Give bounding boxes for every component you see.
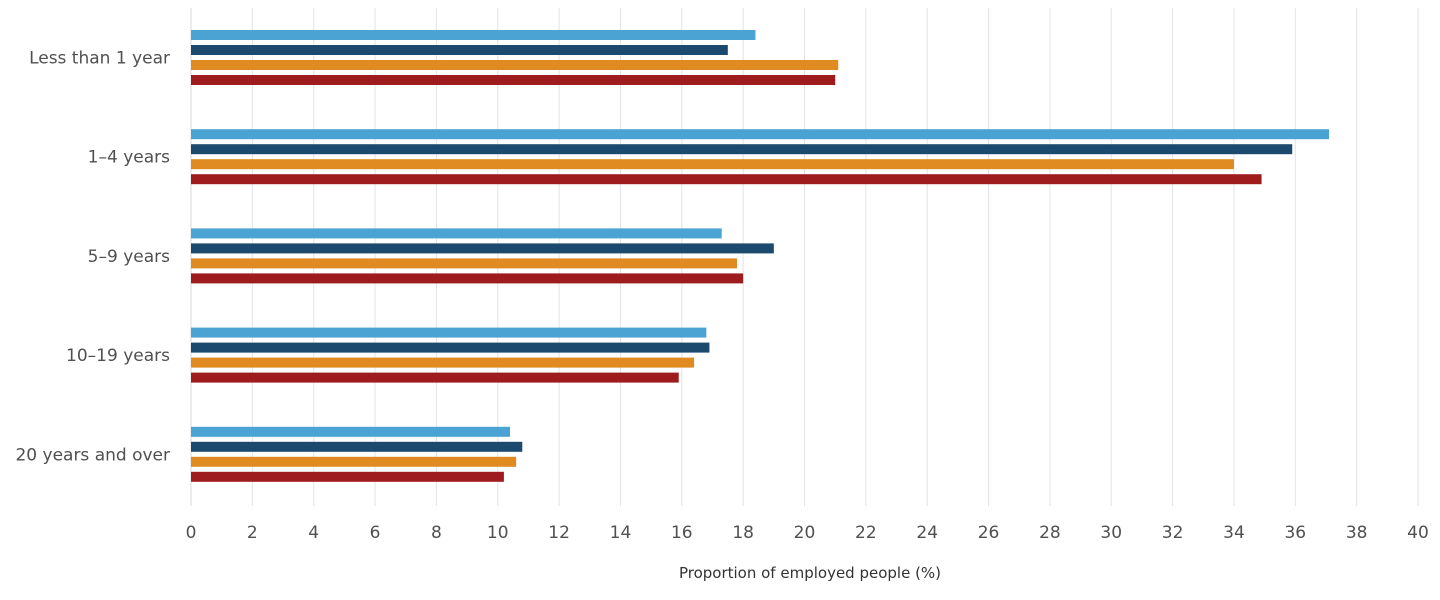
x-tick-label: 10 [487, 523, 509, 543]
grid-layer [190, 8, 1419, 506]
category-labels: Less than 1 year 1–4 years 5–9 years 10–19 … [15, 49, 170, 466]
bar [191, 372, 679, 383]
x-tick-label: 34 [1223, 523, 1245, 543]
bar [191, 228, 722, 239]
x-tick-label: 20 [794, 523, 816, 543]
bar [191, 273, 744, 284]
category-label: 20 years and over [15, 445, 170, 465]
bar [191, 327, 707, 338]
x-tick-label: 38 [1346, 523, 1368, 543]
bar [191, 342, 710, 353]
bar [191, 129, 1330, 140]
bar [191, 357, 695, 368]
bar [191, 258, 738, 269]
bars-layer [191, 30, 1330, 482]
x-tick-label: 2 [247, 523, 258, 543]
bar [191, 174, 1262, 185]
x-tick-label: 6 [370, 523, 381, 543]
bar [191, 144, 1293, 155]
bar [191, 456, 517, 467]
bar [191, 45, 728, 55]
bar [191, 60, 839, 70]
x-tick-label: 14 [610, 523, 632, 543]
bar [191, 441, 523, 452]
category-label: 1–4 years [88, 148, 170, 168]
bar [191, 30, 756, 40]
bar [191, 159, 1234, 170]
x-tick-label: 26 [978, 523, 1000, 543]
x-tick-label: 8 [431, 523, 442, 543]
x-tick-label: 12 [548, 523, 570, 543]
x-tick-label: 22 [855, 523, 877, 543]
bar [191, 243, 774, 254]
x-tick-label: 16 [671, 523, 693, 543]
x-tick-label: 0 [186, 523, 197, 543]
category-label: 10–19 years [66, 346, 170, 366]
x-tick-label: 28 [1039, 523, 1061, 543]
x-tick-label: 40 [1407, 523, 1429, 543]
category-label: 5–9 years [88, 247, 170, 267]
bar [191, 426, 511, 437]
x-tick-labels: 0 2 4 6 8 10 12 14 16 18 20 22 24 26 28 30 32 34 36 38 40 [186, 523, 1429, 543]
x-tick-label: 30 [1100, 523, 1122, 543]
x-tick-label: 4 [308, 523, 319, 543]
x-axis-title: Proportion of employed people (%) [679, 564, 941, 582]
x-tick-label: 36 [1284, 523, 1306, 543]
x-tick-label: 32 [1162, 523, 1184, 543]
x-tick-label: 24 [916, 523, 938, 543]
x-tick-label: 18 [732, 523, 754, 543]
category-label: Less than 1 year [29, 49, 170, 69]
bar [191, 75, 836, 85]
bar [191, 471, 504, 482]
